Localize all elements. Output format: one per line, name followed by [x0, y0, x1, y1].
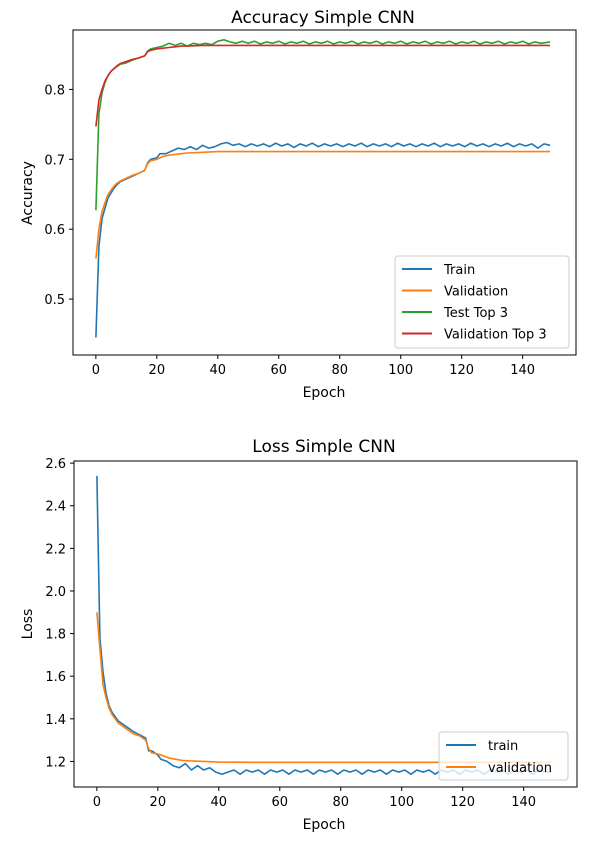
accuracy-chart: Accuracy Simple CNN 0 20 40 60 80 100 120 140 0… — [20, 8, 577, 401]
loss-y-tick-label: 2.2 — [45, 542, 66, 557]
loss-legend: train validation — [438, 731, 569, 781]
accuracy-x-tick-label: 40 — [210, 363, 227, 378]
loss-x-tick-label: 100 — [389, 795, 414, 810]
loss-x-label: Epoch — [303, 817, 346, 833]
accuracy-y-label: Accuracy — [20, 161, 36, 225]
loss-x-tick-label: 40 — [211, 795, 228, 810]
accuracy-x-tick-label: 60 — [270, 363, 287, 378]
accuracy-y-tick-label: 0.6 — [44, 223, 65, 238]
accuracy-x-tick-label: 100 — [388, 363, 413, 378]
accuracy-legend: Train Validation Test Top 3 Validation Top … — [394, 255, 570, 349]
accuracy-y-ticks: 0.5 0.6 0.7 0.8 — [44, 83, 73, 308]
loss-y-tick-label: 1.4 — [45, 713, 66, 728]
accuracy-x-label: Epoch — [303, 385, 346, 401]
loss-x-ticks: 0 20 40 60 80 100 120 140 — [93, 787, 536, 810]
accuracy-legend-label-1: Validation — [444, 285, 508, 300]
accuracy-legend-label-2: Test Top 3 — [443, 306, 508, 321]
accuracy-y-tick-label: 0.7 — [44, 153, 65, 168]
accuracy-legend-label-3: Validation Top 3 — [444, 328, 547, 343]
accuracy-x-tick-label: 0 — [92, 363, 100, 378]
loss-y-tick-label: 1.8 — [45, 628, 66, 643]
loss-x-tick-label: 0 — [93, 795, 101, 810]
loss-y-tick-label: 2.6 — [45, 457, 66, 472]
loss-axes-frame — [73, 460, 578, 788]
loss-legend-label-1: validation — [488, 761, 552, 776]
loss-x-tick-label: 20 — [150, 795, 167, 810]
loss-y-ticks: 1.2 1.4 1.6 1.8 2.0 2.2 2.4 2.6 — [45, 457, 74, 770]
loss-y-tick-label: 1.6 — [45, 670, 66, 685]
accuracy-legend-box — [394, 255, 570, 349]
accuracy-series-line-2 — [95, 39, 551, 211]
accuracy-series-line-3 — [95, 44, 551, 127]
accuracy-y-tick-label: 0.5 — [44, 293, 65, 308]
loss-title: Loss Simple CNN — [252, 437, 395, 457]
loss-legend-label-0: train — [488, 739, 518, 754]
loss-series-line-0 — [96, 475, 552, 775]
accuracy-x-tick-label: 140 — [510, 363, 535, 378]
accuracy-axes-frame — [72, 29, 577, 356]
loss-y-tick-label: 2.0 — [45, 585, 66, 600]
accuracy-y-tick-label: 0.8 — [44, 83, 65, 98]
accuracy-x-tick-label: 20 — [149, 363, 166, 378]
loss-x-tick-label: 80 — [332, 795, 349, 810]
accuracy-x-ticks: 0 20 40 60 80 100 120 140 — [92, 355, 535, 378]
accuracy-plot-area — [95, 39, 551, 338]
accuracy-x-tick-label: 120 — [449, 363, 474, 378]
loss-chart: Loss Simple CNN 0 20 40 60 80 100 120 140 1.21.… — [20, 437, 578, 833]
accuracy-series-line-1 — [95, 150, 551, 259]
loss-y-tick-label: 1.2 — [45, 755, 66, 770]
loss-x-tick-label: 60 — [271, 795, 288, 810]
accuracy-x-tick-label: 80 — [331, 363, 348, 378]
loss-y-label: Loss — [20, 609, 36, 640]
loss-series-line-1 — [96, 612, 552, 764]
loss-y-tick-label: 2.4 — [45, 500, 66, 515]
loss-x-tick-label: 140 — [511, 795, 536, 810]
accuracy-title: Accuracy Simple CNN — [231, 8, 415, 28]
accuracy-legend-label-0: Train — [443, 263, 475, 278]
loss-x-tick-label: 120 — [450, 795, 475, 810]
loss-plot-area — [96, 475, 552, 775]
